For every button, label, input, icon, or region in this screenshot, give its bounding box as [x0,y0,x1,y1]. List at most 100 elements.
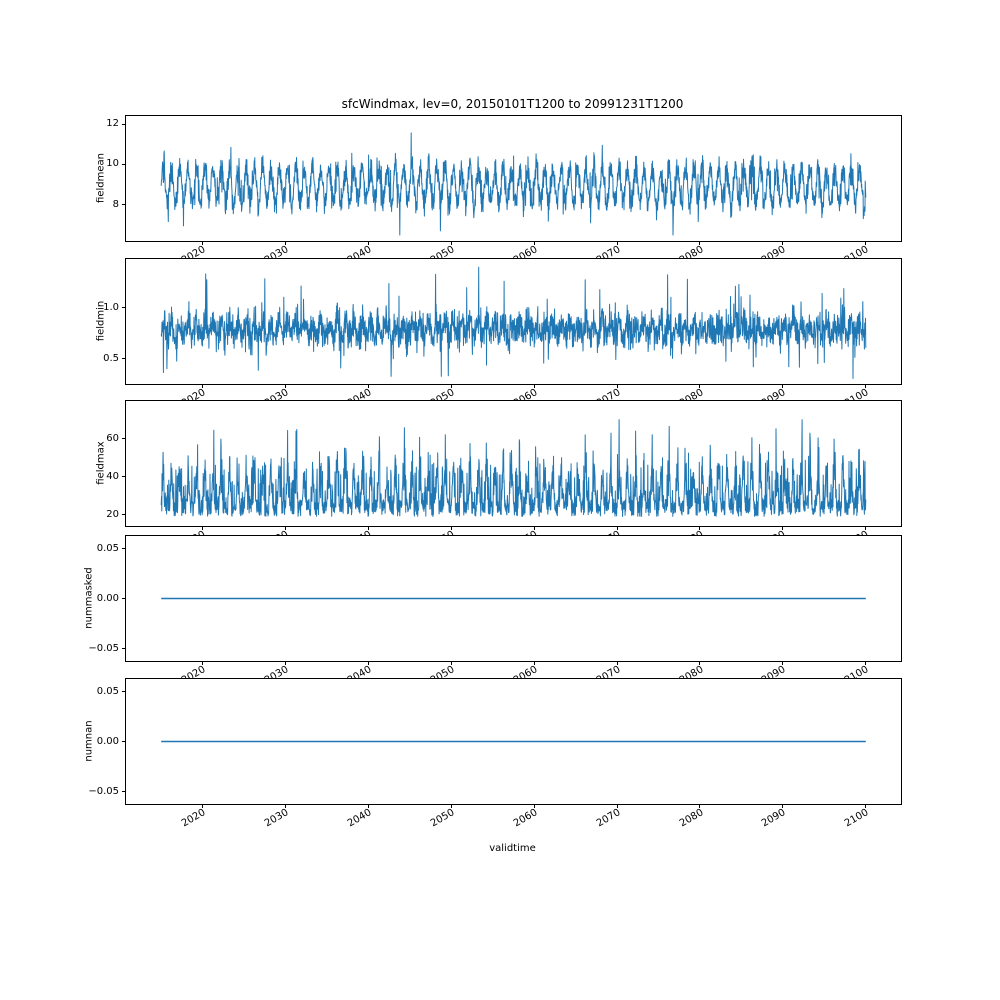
subplot-fieldmax: 204060fieldmax20202030204020502060207020… [95,400,902,551]
y-tick-label: −0.05 [88,642,119,654]
x-tick [367,384,369,388]
x-tick-label: 2080 [677,807,705,830]
subplot-numnan: −0.05 0.00 0.05 numnan 2020 2030 2040 2050 2060 2… [83,678,902,829]
x-tick-label: 2040 [345,807,374,830]
x-tick [865,804,867,808]
x-tick [865,526,867,530]
x-tick-label: 2020 [180,807,208,830]
y-tick-label: 20 [106,508,119,520]
y-tick-label: 12 [106,118,119,130]
x-tick [533,526,535,530]
x-tick [699,661,701,665]
x-tick [616,241,618,245]
plot-area [160,419,867,517]
subplot-nummasked: −0.05 0.00 0.05 nummasked 2020 2030 2040 2050 20… [83,535,902,686]
x-tick [202,661,204,665]
y-tick [122,438,126,440]
plot-area [161,740,866,743]
x-tick [202,384,204,388]
y-tick [122,204,126,206]
x-tick [367,804,369,808]
x-axis-label: validtime [489,843,536,854]
y-tick [122,598,126,599]
x-tick [450,526,452,530]
y-tick [122,163,126,165]
x-tick [450,804,452,808]
y-tick [122,476,126,478]
x-tick [782,661,784,665]
x-tick [450,661,452,665]
y-axis-label: numnan [83,719,94,762]
x-tick-label: 2070 [594,807,623,830]
x-tick [865,384,867,388]
x-tick [782,241,784,245]
y-tick [122,307,126,309]
y-axis-label: fieldmax [95,440,106,485]
y-axis-label: nummasked [83,566,94,629]
x-tick [202,241,204,245]
y-tick-label: 0.5 [103,352,119,364]
x-tick [285,804,287,808]
x-tick [865,661,867,665]
y-tick [122,358,126,360]
subplot-fieldmin: 0.5 1.0 fieldmin 2020 2030 2040 2050 2060 2070 20… [95,258,902,409]
series-line [160,132,867,236]
y-tick [122,691,126,692]
y-tick-label: 10 [106,158,119,170]
x-tick [616,804,618,808]
x-tick-label: 2100 [843,807,871,830]
x-tick [533,804,535,808]
y-tick-label: 40 [106,470,119,482]
x-tick [450,384,452,388]
x-tick [285,526,287,530]
x-tick [616,526,618,530]
y-tick-label: 0.05 [96,542,119,554]
series-line [160,419,867,517]
x-tick [202,804,204,808]
x-tick [285,241,287,245]
y-tick-label: 60 [106,432,119,444]
x-tick [450,241,452,245]
plot-area [160,266,867,379]
x-tick [367,241,369,245]
x-tick [699,804,701,808]
y-tick-label: 0.00 [96,592,119,604]
y-tick-label: −0.05 [88,785,119,797]
x-tick-label: 2030 [263,807,291,830]
y-tick [122,791,126,792]
x-tick-label: 2060 [511,807,540,830]
y-tick [122,548,126,549]
x-tick [699,384,701,388]
x-tick [865,241,867,245]
x-tick [616,661,618,665]
x-tick-label: 2050 [428,807,457,830]
y-tick-label: 0.05 [96,685,119,697]
x-tick [533,661,535,665]
x-tick [285,661,287,665]
x-tick [699,526,701,530]
y-tick [122,741,126,742]
subplot-fieldmean: 8 10 12 fieldmean 2020 2030 2040 2050 2060 2070 20… [95,115,902,266]
y-tick [122,514,126,516]
x-tick [367,661,369,665]
x-tick [202,526,204,530]
y-axis-label: fieldmean [95,152,106,203]
y-tick-label: 8 [112,198,119,210]
plot-area [161,597,866,600]
y-tick [122,648,126,649]
y-tick-label: 0.00 [96,735,119,747]
x-tick [367,526,369,530]
x-tick [616,384,618,388]
y-tick [122,123,126,125]
x-tick [533,241,535,245]
y-axis-label: fieldmin [95,300,106,341]
x-tick [699,241,701,245]
x-tick [782,384,784,388]
series-line [160,266,867,379]
x-tick [285,384,287,388]
x-tick [533,384,535,388]
x-tick-label: 2090 [760,807,788,830]
x-tick [782,804,784,808]
chart-title: sfcWindmax, lev=0, 20150101T1200 to 2099… [341,97,684,111]
